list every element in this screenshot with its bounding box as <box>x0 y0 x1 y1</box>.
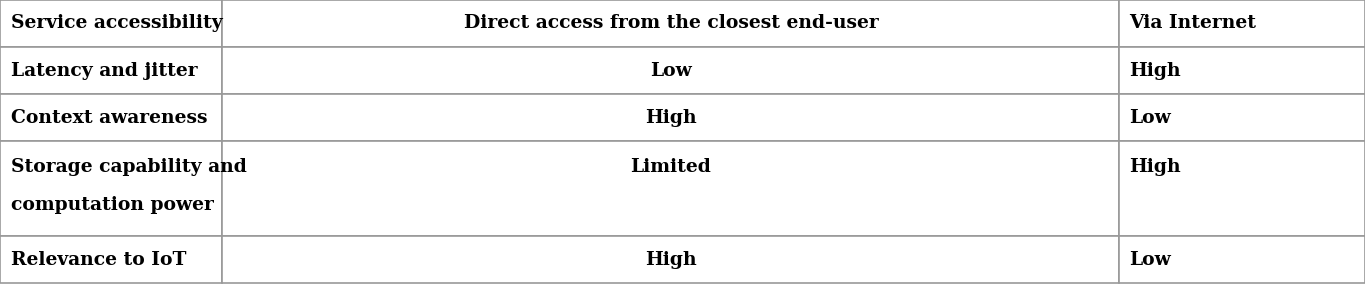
Bar <box>222 94 1119 141</box>
Text: Service accessibility: Service accessibility <box>11 15 222 32</box>
Text: computation power: computation power <box>11 196 214 214</box>
Text: High: High <box>646 109 696 127</box>
Bar <box>1119 94 1365 141</box>
Bar <box>0 47 222 94</box>
Bar <box>1119 47 1365 94</box>
Text: Low: Low <box>650 62 692 80</box>
Text: Storage capability and: Storage capability and <box>11 158 247 176</box>
Text: Via Internet: Via Internet <box>1129 15 1256 32</box>
Bar <box>222 141 1119 236</box>
Bar <box>222 47 1119 94</box>
Bar <box>0 94 222 141</box>
Bar <box>0 0 222 47</box>
Bar <box>1119 236 1365 283</box>
Bar <box>1119 0 1365 47</box>
Text: Relevance to IoT: Relevance to IoT <box>11 251 187 268</box>
Text: High: High <box>646 251 696 268</box>
Text: High: High <box>1129 158 1181 176</box>
Text: Low: Low <box>1129 109 1171 127</box>
Text: Low: Low <box>1129 251 1171 268</box>
Bar <box>1119 141 1365 236</box>
Text: High: High <box>1129 62 1181 80</box>
Text: Limited: Limited <box>631 158 711 176</box>
Bar <box>222 236 1119 283</box>
Bar <box>0 236 222 283</box>
Text: Direct access from the closest end-user: Direct access from the closest end-user <box>464 15 878 32</box>
Bar <box>0 141 222 236</box>
Bar <box>222 0 1119 47</box>
Text: Context awareness: Context awareness <box>11 109 207 127</box>
Text: Latency and jitter: Latency and jitter <box>11 62 198 80</box>
